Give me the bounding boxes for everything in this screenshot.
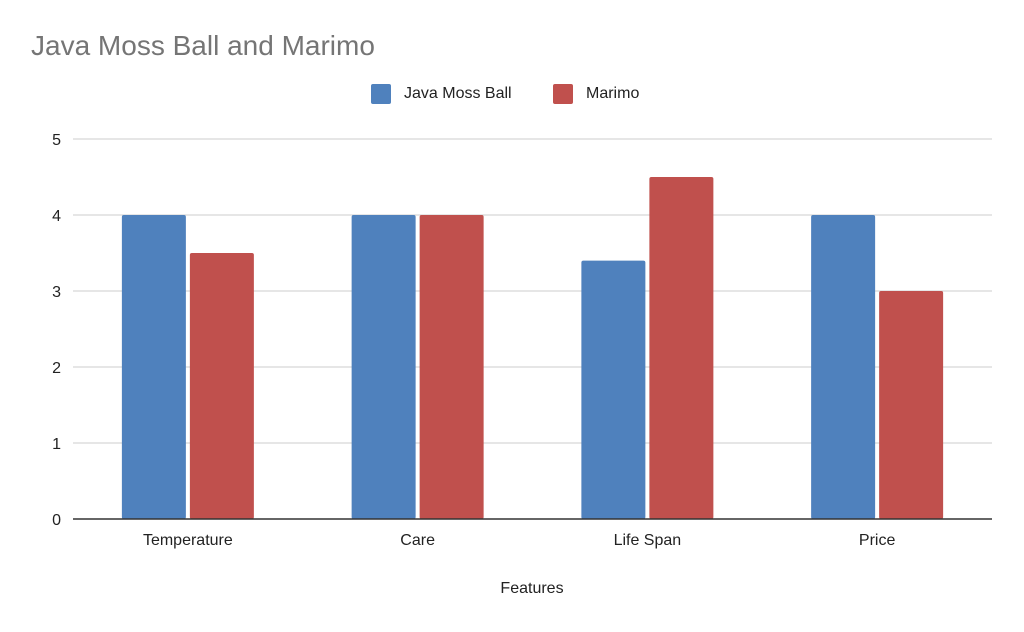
x-tick-label: Care [400, 532, 435, 549]
bar-marimo-life-span [649, 177, 714, 519]
y-tick-label: 2 [52, 360, 61, 377]
bar-marimo-care [419, 215, 484, 519]
bar-marimo-temperature [189, 253, 254, 519]
bar-marimo-price [879, 291, 944, 519]
x-tick-label: Temperature [143, 532, 233, 549]
legend-label-marimo: Marimo [586, 85, 640, 102]
bar-java-moss-ball-care [351, 215, 416, 519]
x-tick-label: Price [859, 532, 896, 549]
x-tick-label: Life Span [614, 532, 682, 549]
y-tick-label: 4 [52, 208, 61, 225]
y-tick-label: 0 [52, 512, 61, 529]
bar-java-moss-ball-life-span [581, 260, 646, 519]
legend-swatch-java-moss-ball [371, 84, 391, 104]
legend-item-marimo[interactable]: Marimo [553, 84, 639, 104]
y-tick-label: 5 [52, 132, 61, 149]
bar-java-moss-ball-temperature [121, 215, 186, 519]
x-axis-title: Features [500, 580, 564, 597]
y-tick-label: 3 [52, 284, 61, 301]
legend: Java Moss Ball Marimo [0, 84, 1024, 110]
legend-label-java-moss-ball: Java Moss Ball [404, 85, 512, 102]
legend-item-java-moss-ball[interactable]: Java Moss Ball [371, 84, 512, 104]
bar-java-moss-ball-price [811, 215, 876, 519]
legend-swatch-marimo [553, 84, 573, 104]
chart-title: Java Moss Ball and Marimo [31, 30, 375, 61]
y-tick-label: 1 [52, 436, 61, 453]
